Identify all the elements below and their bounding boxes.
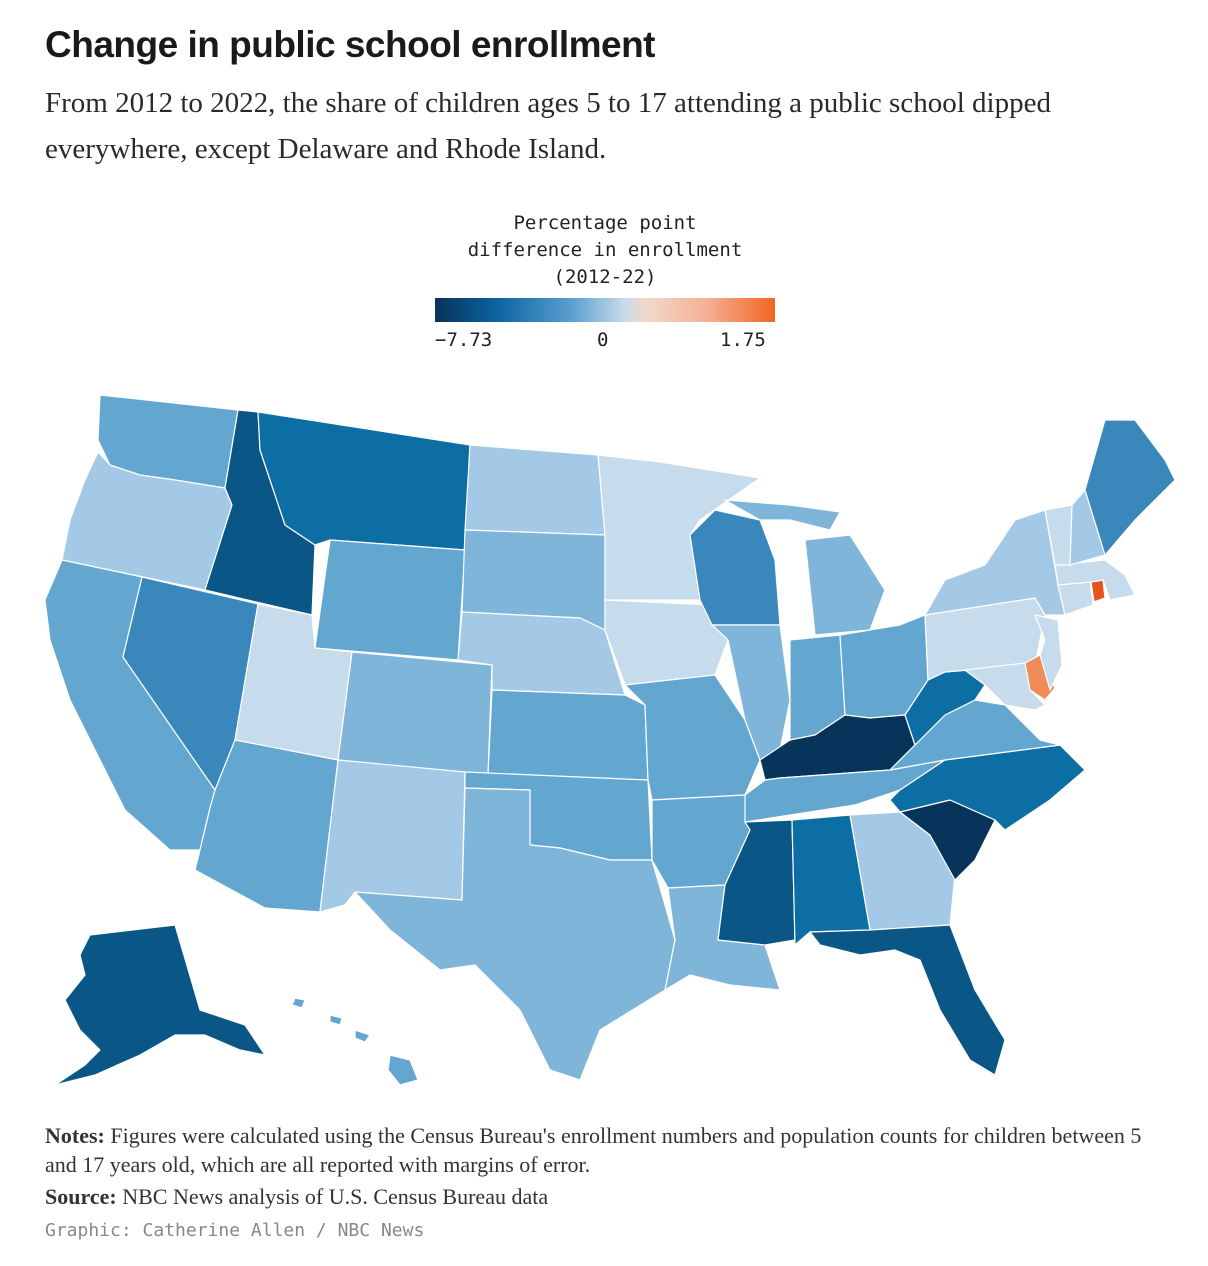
legend-color-ramp: [435, 298, 775, 322]
source: Source: NBC News analysis of U.S. Census…: [45, 1184, 548, 1210]
chart-title: Change in public school enrollment: [45, 24, 656, 65]
notes-label: Notes:: [45, 1123, 105, 1148]
state-WY[interactable]: [314, 539, 466, 661]
state-ND[interactable]: [464, 444, 606, 536]
source-text: NBC News analysis of U.S. Census Bureau …: [116, 1184, 549, 1209]
state-WI[interactable]: [689, 509, 781, 626]
state-MA[interactable]: [1054, 559, 1136, 601]
state-AK[interactable]: [54, 924, 266, 1086]
legend-title-line2: difference in enrollment: [467, 239, 743, 261]
graphic-credit: Graphic: Catherine Allen / NBC News: [45, 1220, 425, 1241]
legend-title: Percentage point difference in enrollmen…: [405, 210, 805, 291]
chart-subtitle: From 2012 to 2022, the share of children…: [45, 87, 1051, 165]
state-DE[interactable]: [1024, 654, 1056, 701]
source-label: Source:: [45, 1184, 117, 1209]
state-NY[interactable]: [924, 509, 1066, 616]
legend-title-line1: Percentage point: [513, 212, 697, 234]
state-ME[interactable]: [1084, 419, 1176, 556]
notes-text: Figures were calculated using the Census…: [45, 1123, 1142, 1177]
state-TX[interactable]: [354, 787, 676, 1081]
legend-min-label: −7.73: [435, 329, 493, 351]
state-NJ[interactable]: [1034, 614, 1063, 691]
state-NM[interactable]: [319, 759, 466, 913]
state-MI[interactable]: [724, 499, 886, 636]
legend-title-line3: (2012-22): [553, 266, 657, 288]
state-FL[interactable]: [809, 924, 1006, 1076]
us-choropleth-map: [44, 394, 1176, 1086]
state-CO[interactable]: [337, 651, 493, 776]
state-CT[interactable]: [1057, 579, 1094, 616]
legend-max-label: 1.75: [720, 329, 766, 351]
state-KS[interactable]: [487, 689, 649, 781]
state-RI[interactable]: [1090, 579, 1106, 603]
state-HI[interactable]: [291, 997, 419, 1086]
notes: Notes: Figures were calculated using the…: [45, 1121, 1175, 1179]
legend-mid-label: 0: [597, 329, 609, 351]
